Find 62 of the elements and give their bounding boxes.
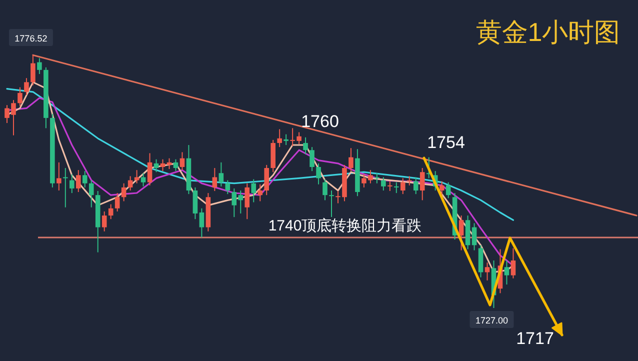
- candlestick: [192, 186, 198, 220]
- candlestick: [102, 210, 107, 232]
- candlestick: [160, 158, 166, 172]
- candlestick: [381, 176, 386, 191]
- candlestick: [400, 178, 406, 195]
- ref-line-label: 1740顶底转换阻力看跌: [268, 217, 422, 234]
- candlestick: [18, 86, 22, 107]
- candlestick: [140, 172, 146, 187]
- candlestick: [277, 128, 282, 148]
- candlestick: [108, 204, 114, 220]
- candlestick: [310, 146, 314, 172]
- candlestick: [413, 176, 418, 195]
- candlestick: [504, 260, 510, 285]
- text: 1717: [516, 329, 554, 348]
- candlestick: [166, 158, 172, 170]
- candlestick: [329, 190, 334, 218]
- candlestick: [258, 184, 263, 202]
- candlestick: [446, 182, 451, 199]
- annotation: 1760: [301, 112, 339, 131]
- candlestick: [37, 58, 42, 75]
- candlestick: [212, 168, 218, 192]
- candlestick: [388, 180, 392, 192]
- candlestick: [322, 178, 328, 201]
- candlestick: [70, 174, 74, 194]
- candlestick: [218, 162, 224, 187]
- chart-title: 黄金1小时图: [476, 17, 620, 47]
- candlestick: [82, 170, 88, 188]
- candlestick: [173, 158, 178, 172]
- candlestick: [484, 262, 490, 281]
- candlestick: [458, 215, 464, 251]
- candlestick: [264, 164, 269, 196]
- candlestick: [114, 192, 120, 212]
- candlestick: [348, 148, 354, 172]
- candlestick: [121, 182, 126, 202]
- candlestick: [472, 222, 477, 251]
- candlestick: [251, 178, 256, 203]
- extreme-label: 1727.00: [470, 311, 514, 328]
- candlestick: [244, 182, 250, 220]
- candlestick: [199, 208, 204, 238]
- candlestick: [394, 182, 399, 194]
- candlestick: [56, 162, 62, 191]
- candlestick: [420, 168, 425, 201]
- candlestick: [406, 176, 412, 186]
- candlestick: [128, 176, 133, 191]
- candlestick: [63, 168, 68, 208]
- candlestick: [134, 170, 140, 184]
- candlestick: [180, 152, 185, 171]
- extreme-label: 1776.52: [8, 29, 53, 46]
- annotation: 1754: [427, 133, 465, 152]
- candlestick: [374, 172, 380, 184]
- candlestick: [154, 158, 159, 173]
- candlestick: [225, 180, 230, 195]
- candlestick: [439, 180, 444, 198]
- candlestick: [76, 170, 81, 193]
- candlestick: [316, 162, 321, 185]
- candlestick: [88, 180, 94, 208]
- candlestick: [30, 54, 36, 86]
- candlestick: [303, 136, 308, 155]
- candlestick: [147, 152, 152, 186]
- candlestick: [24, 78, 29, 96]
- candlestick: [510, 248, 516, 279]
- candlestick: [284, 134, 288, 146]
